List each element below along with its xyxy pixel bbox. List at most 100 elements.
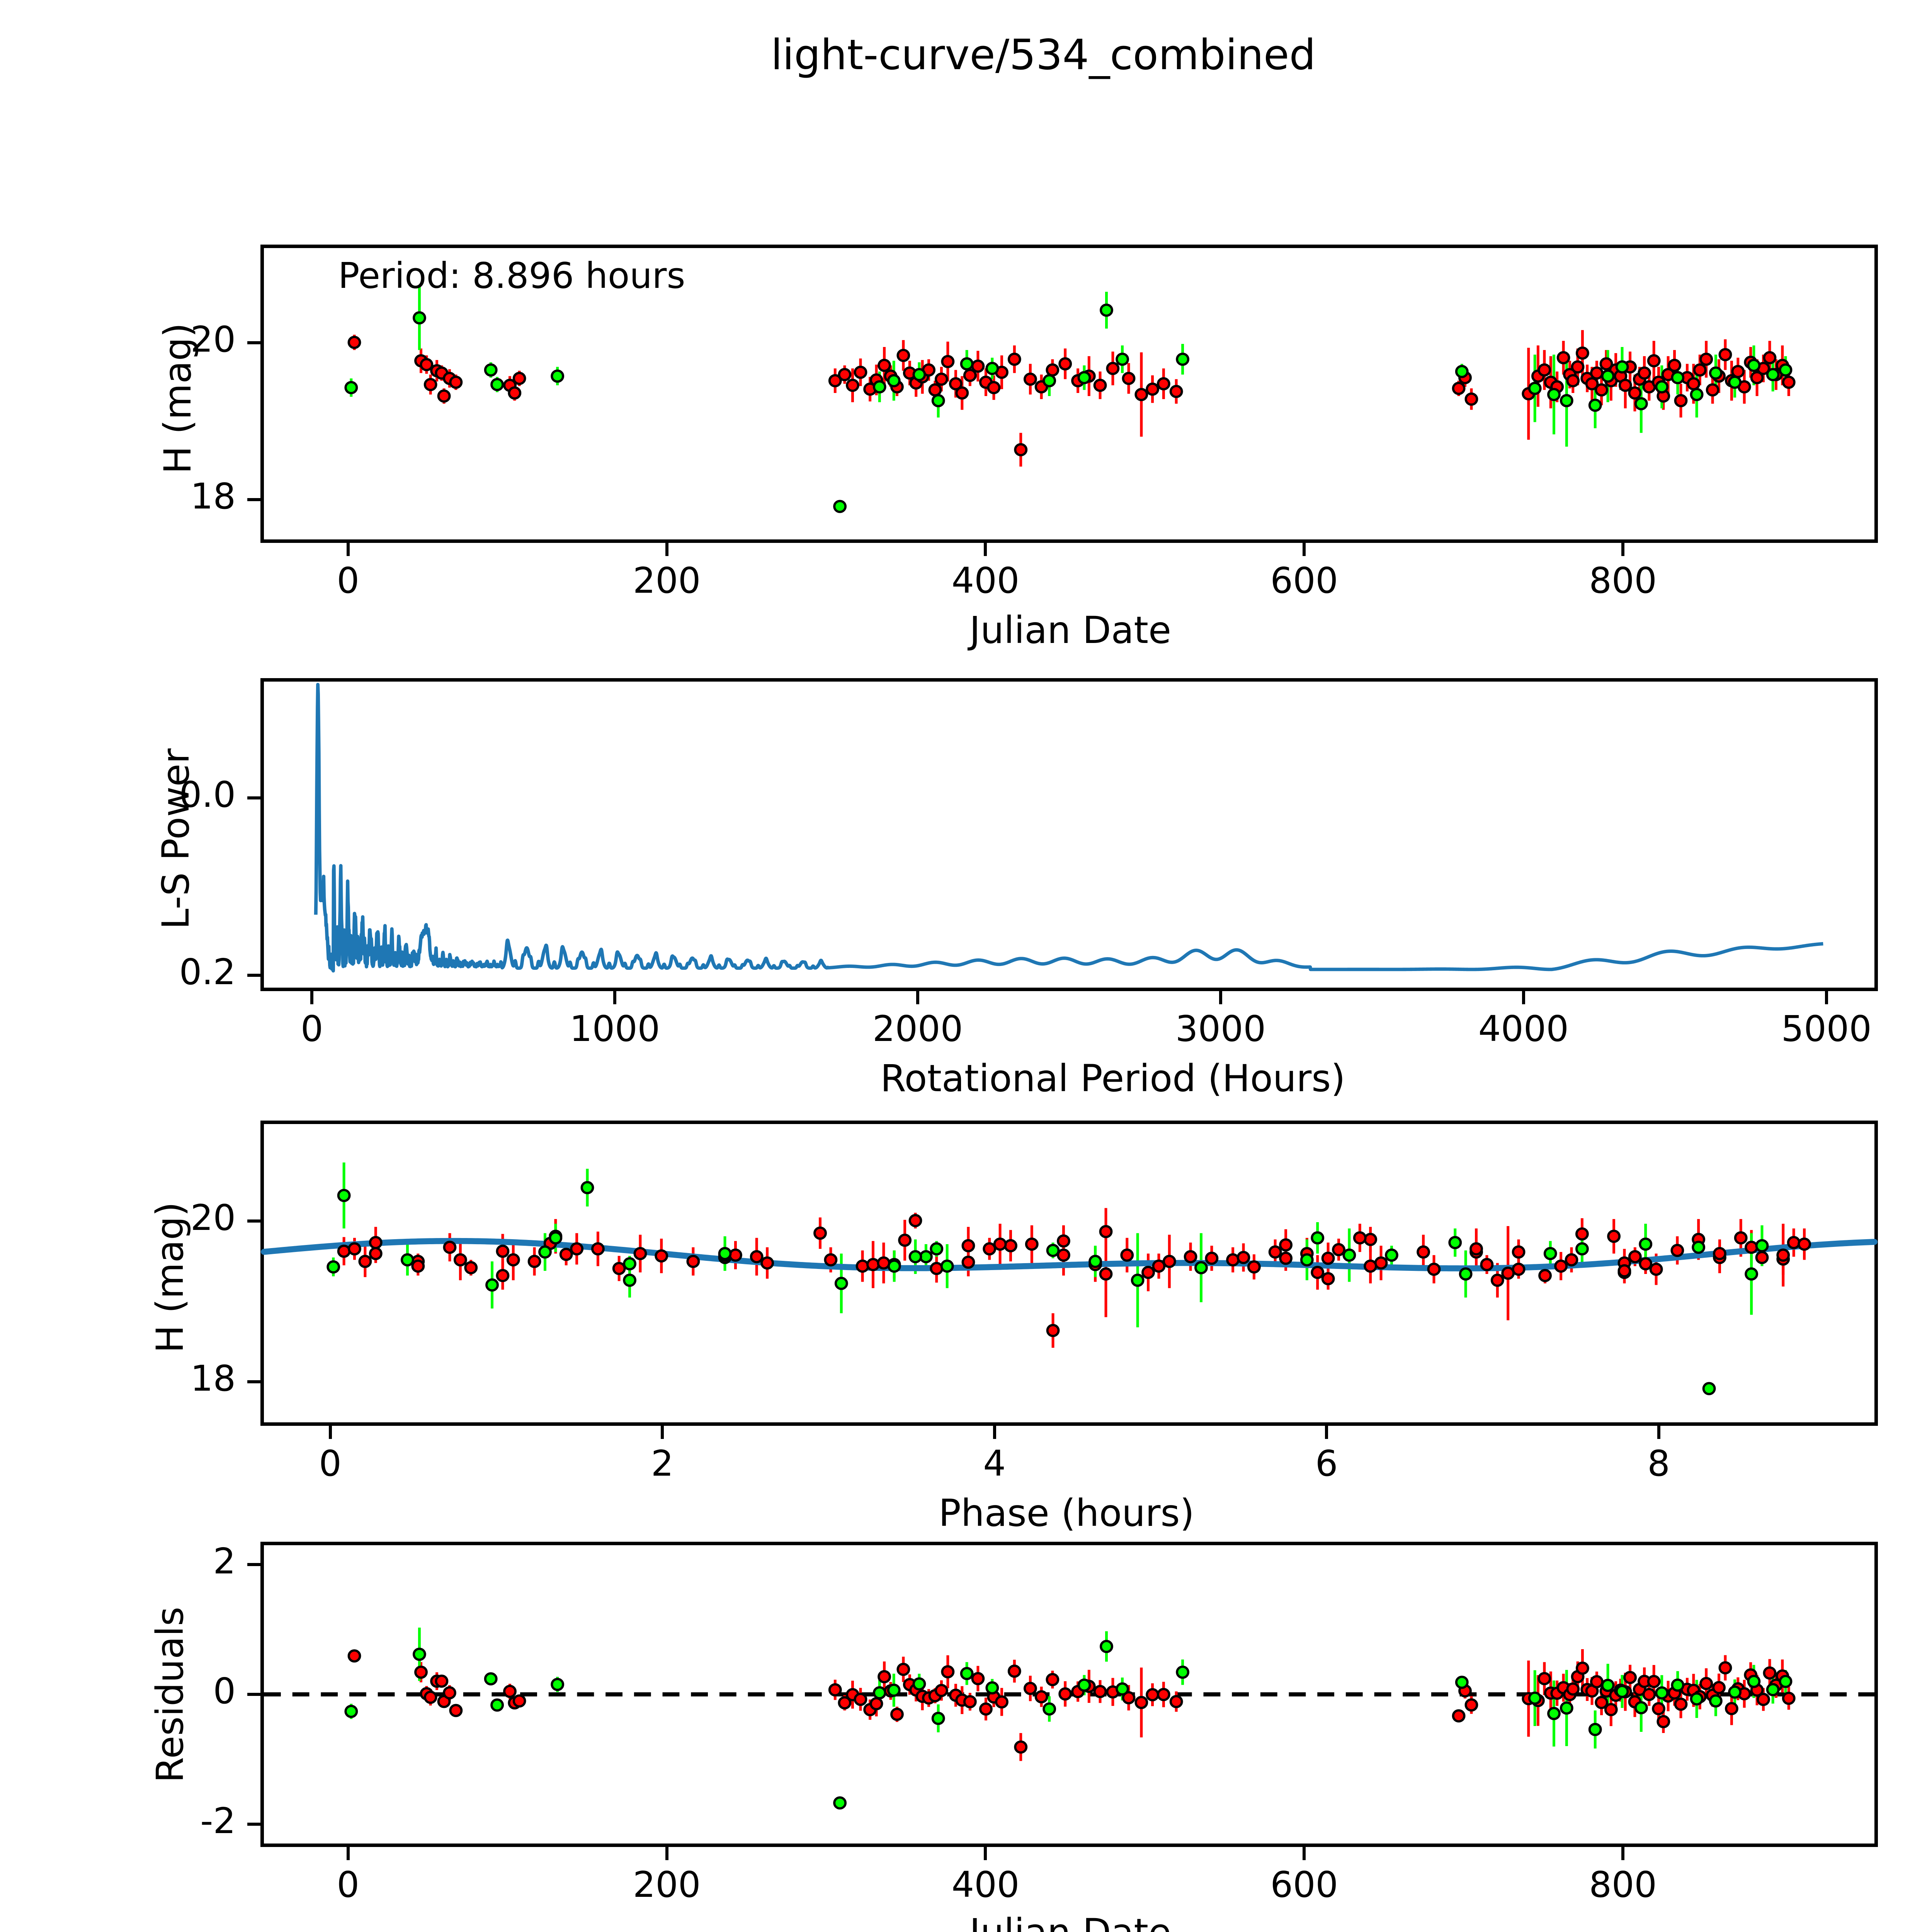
data-marker: [1058, 1687, 1072, 1701]
data-marker: [1763, 1666, 1777, 1680]
axis-tick-mark: [665, 1847, 668, 1860]
data-marker: [369, 1247, 383, 1260]
data-marker: [1617, 1264, 1631, 1278]
data-marker: [1652, 1702, 1665, 1716]
data-marker: [1755, 1251, 1769, 1264]
data-marker: [437, 389, 451, 403]
data-marker: [1184, 1250, 1197, 1264]
axis-tick-mark: [665, 543, 668, 556]
data-marker: [1364, 1233, 1378, 1246]
axis-tick-mark: [346, 543, 350, 556]
axis-tick-mark: [1219, 991, 1222, 1004]
data-marker: [464, 1261, 478, 1274]
data-marker: [855, 1259, 869, 1273]
data-marker: [1043, 374, 1056, 388]
data-marker: [1601, 1679, 1615, 1692]
data-marker: [344, 1704, 358, 1718]
data-marker: [912, 368, 926, 381]
data-marker: [1176, 352, 1190, 366]
data-marker: [1575, 1662, 1589, 1675]
data-marker: [1046, 363, 1060, 377]
data-marker: [591, 1242, 605, 1256]
data-marker: [1537, 1672, 1551, 1685]
axis-tick-mark: [613, 991, 617, 1004]
data-marker: [1300, 1253, 1314, 1267]
x-tick-label: 800: [1589, 1864, 1657, 1905]
data-marker: [1226, 1253, 1240, 1267]
phase-folded-panel: [260, 1121, 1878, 1426]
data-marker: [1093, 379, 1107, 392]
data-marker: [935, 372, 948, 386]
data-marker: [1547, 1707, 1561, 1720]
data-marker: [1057, 1248, 1070, 1262]
data-marker: [949, 377, 963, 391]
panel2-xlabel: Rotational Period (Hours): [880, 1057, 1345, 1100]
data-marker: [1152, 1259, 1166, 1273]
data-marker: [1706, 383, 1719, 397]
data-marker: [1279, 1238, 1293, 1252]
data-marker: [1023, 1682, 1037, 1695]
data-marker: [1547, 388, 1561, 401]
data-marker: [423, 378, 437, 391]
data-marker: [1247, 1260, 1261, 1274]
data-marker: [930, 1242, 944, 1256]
data-marker: [1459, 1267, 1473, 1281]
data-marker: [1116, 352, 1129, 366]
axis-tick-mark: [984, 1847, 987, 1860]
data-marker: [1655, 380, 1669, 394]
data-marker: [1106, 362, 1120, 375]
axis-tick-mark: [247, 1693, 260, 1696]
data-marker: [1512, 1245, 1526, 1259]
data-marker: [1656, 1715, 1670, 1728]
data-marker: [1146, 1688, 1160, 1701]
data-marker: [993, 1237, 1007, 1251]
data-marker: [931, 1712, 945, 1725]
data-marker: [1004, 1239, 1017, 1252]
data-marker: [337, 1189, 351, 1202]
data-marker: [1528, 1691, 1542, 1705]
data-marker: [963, 369, 977, 382]
data-marker: [1647, 354, 1661, 367]
data-marker: [1599, 357, 1613, 371]
periodogram-panel: [260, 678, 1878, 991]
data-marker: [570, 1242, 584, 1256]
data-marker: [1452, 382, 1466, 395]
data-marker: [1615, 1685, 1629, 1698]
data-marker: [908, 1214, 922, 1227]
x-tick-label: 200: [633, 560, 701, 601]
data-marker: [1141, 1265, 1155, 1279]
data-marker: [1601, 369, 1615, 383]
data-marker: [1687, 377, 1701, 391]
axis-tick-mark: [310, 991, 314, 1004]
data-marker: [401, 1253, 414, 1267]
data-marker: [1560, 1701, 1573, 1715]
y-tick-label: 20: [190, 318, 236, 360]
data-marker: [686, 1255, 700, 1268]
data-marker: [1718, 1661, 1732, 1675]
data-marker: [896, 1663, 910, 1676]
data-marker: [1205, 1252, 1219, 1265]
data-marker: [1782, 376, 1796, 389]
data-marker: [1043, 1702, 1056, 1716]
data-marker: [750, 1250, 764, 1264]
axis-tick-mark: [1825, 991, 1828, 1004]
data-marker: [1134, 1696, 1148, 1709]
data-marker: [538, 1245, 552, 1259]
data-marker: [1455, 365, 1469, 378]
data-marker: [1699, 352, 1713, 366]
axis-tick-mark: [1621, 543, 1625, 556]
data-marker: [453, 1253, 467, 1267]
data-marker: [854, 1692, 867, 1706]
data-marker: [1116, 1682, 1129, 1696]
y-tick-label: 18: [190, 476, 236, 517]
data-marker: [1093, 1685, 1107, 1698]
data-marker: [496, 1269, 510, 1282]
data-marker: [971, 1672, 985, 1685]
data-marker: [423, 1690, 437, 1704]
data-marker: [1755, 1239, 1769, 1252]
axis-tick-mark: [247, 498, 260, 502]
data-marker: [1452, 1709, 1466, 1723]
data-marker: [1194, 1261, 1208, 1274]
data-marker: [655, 1249, 668, 1263]
axis-tick-mark: [247, 1823, 260, 1826]
